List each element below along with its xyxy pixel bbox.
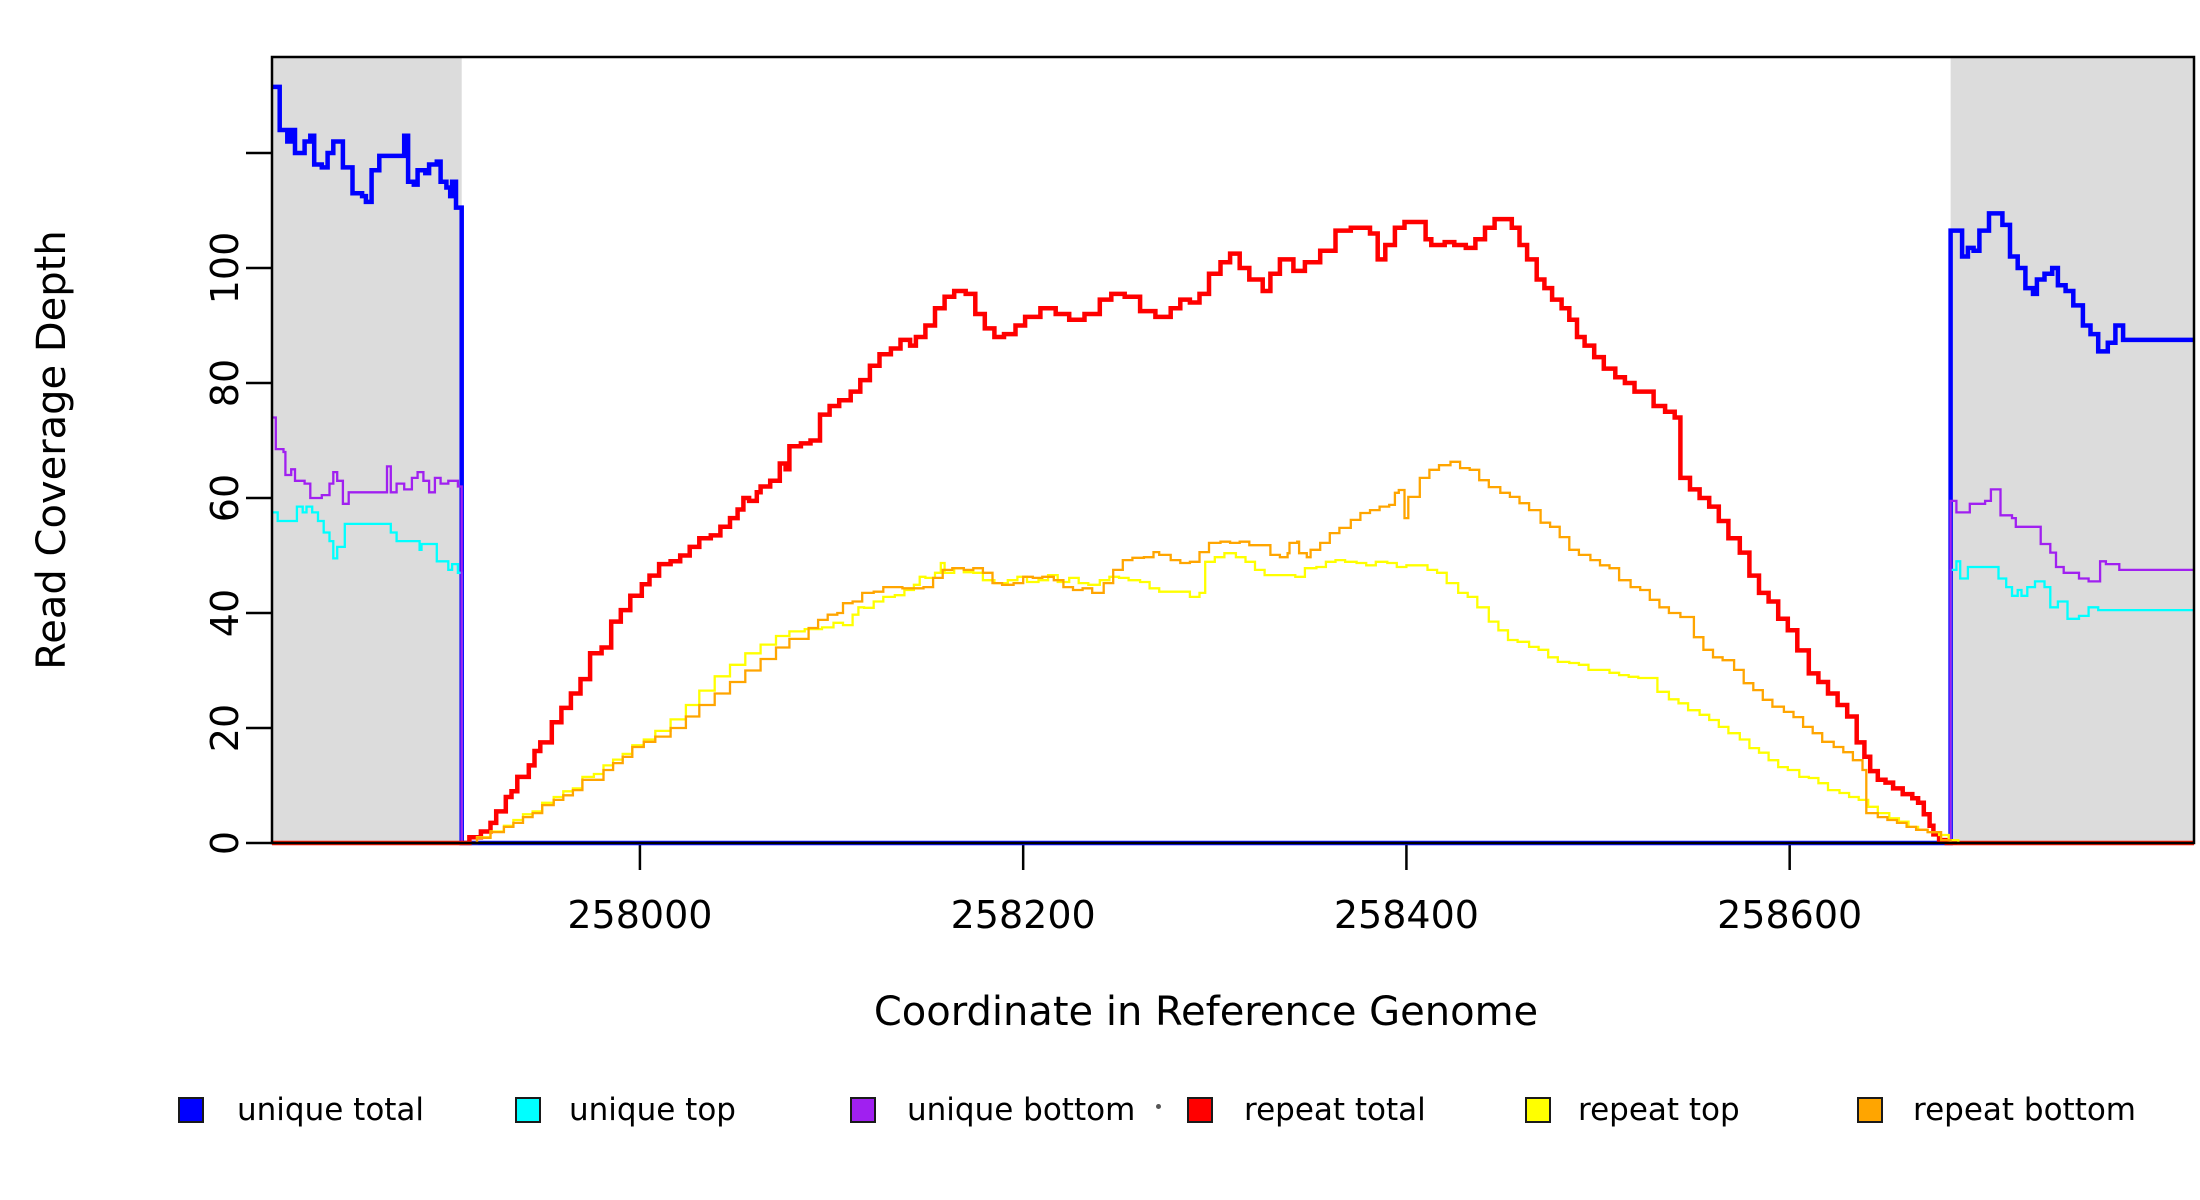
legend-label: repeat top	[1578, 1092, 1740, 1128]
shaded-region-unique-flank-right	[1950, 57, 2194, 843]
y-axis-tick-label: 40	[203, 589, 247, 637]
legend-label: unique total	[237, 1092, 425, 1128]
legend-label: repeat bottom	[1913, 1092, 2137, 1128]
legend-swatch-icon	[1187, 1097, 1213, 1123]
x-axis-title: Coordinate in Reference Genome	[873, 989, 1539, 1035]
legend-swatch-icon	[178, 1097, 204, 1123]
legend-item-unique-bottom: unique bottom	[850, 1092, 1135, 1128]
y-axis-tick-label: 0	[203, 831, 247, 855]
series-unique-total	[272, 84, 2194, 846]
legend-label: repeat total	[1244, 1092, 1426, 1128]
x-axis-tick-label: 258000	[567, 893, 712, 937]
x-axis-tick-label: 258600	[1717, 893, 1862, 937]
series-repeat-total	[272, 216, 2194, 846]
legend-item-repeat-top: repeat top	[1525, 1092, 1740, 1128]
plot-border	[270, 55, 2196, 845]
x-axis-tick-label: 258200	[951, 893, 1096, 937]
y-axis-tick-label: 60	[203, 474, 247, 522]
legend-label: unique bottom	[907, 1092, 1136, 1128]
legend-item-repeat-total: repeat total	[1187, 1092, 1426, 1128]
y-axis-title: Read Coverage Depth	[29, 230, 75, 670]
legend-item-repeat-bottom: repeat bottom	[1857, 1092, 2136, 1128]
legend-item-unique-total: unique total	[178, 1092, 424, 1128]
legend-swatch-icon	[850, 1097, 876, 1123]
series-unique-top	[272, 505, 2194, 845]
x-axis-tick-label: 258400	[1334, 893, 1479, 937]
legend-separator-dot	[1156, 1104, 1161, 1109]
legend-item-unique-top: unique top	[515, 1092, 736, 1128]
y-axis-tick-label: 80	[203, 359, 247, 407]
legend-swatch-icon	[1857, 1097, 1883, 1123]
legend-label: unique top	[569, 1092, 736, 1128]
legend-swatch-icon	[1525, 1097, 1551, 1123]
legend-swatch-icon	[515, 1097, 541, 1123]
series-repeat-top	[272, 552, 2194, 845]
shaded-region-unique-flank-left	[272, 57, 462, 843]
series-unique-bottom	[272, 416, 2194, 845]
y-axis-tick-label: 100	[203, 232, 247, 305]
series-repeat-bottom	[272, 460, 2194, 845]
y-axis-tick-label: 20	[203, 704, 247, 752]
